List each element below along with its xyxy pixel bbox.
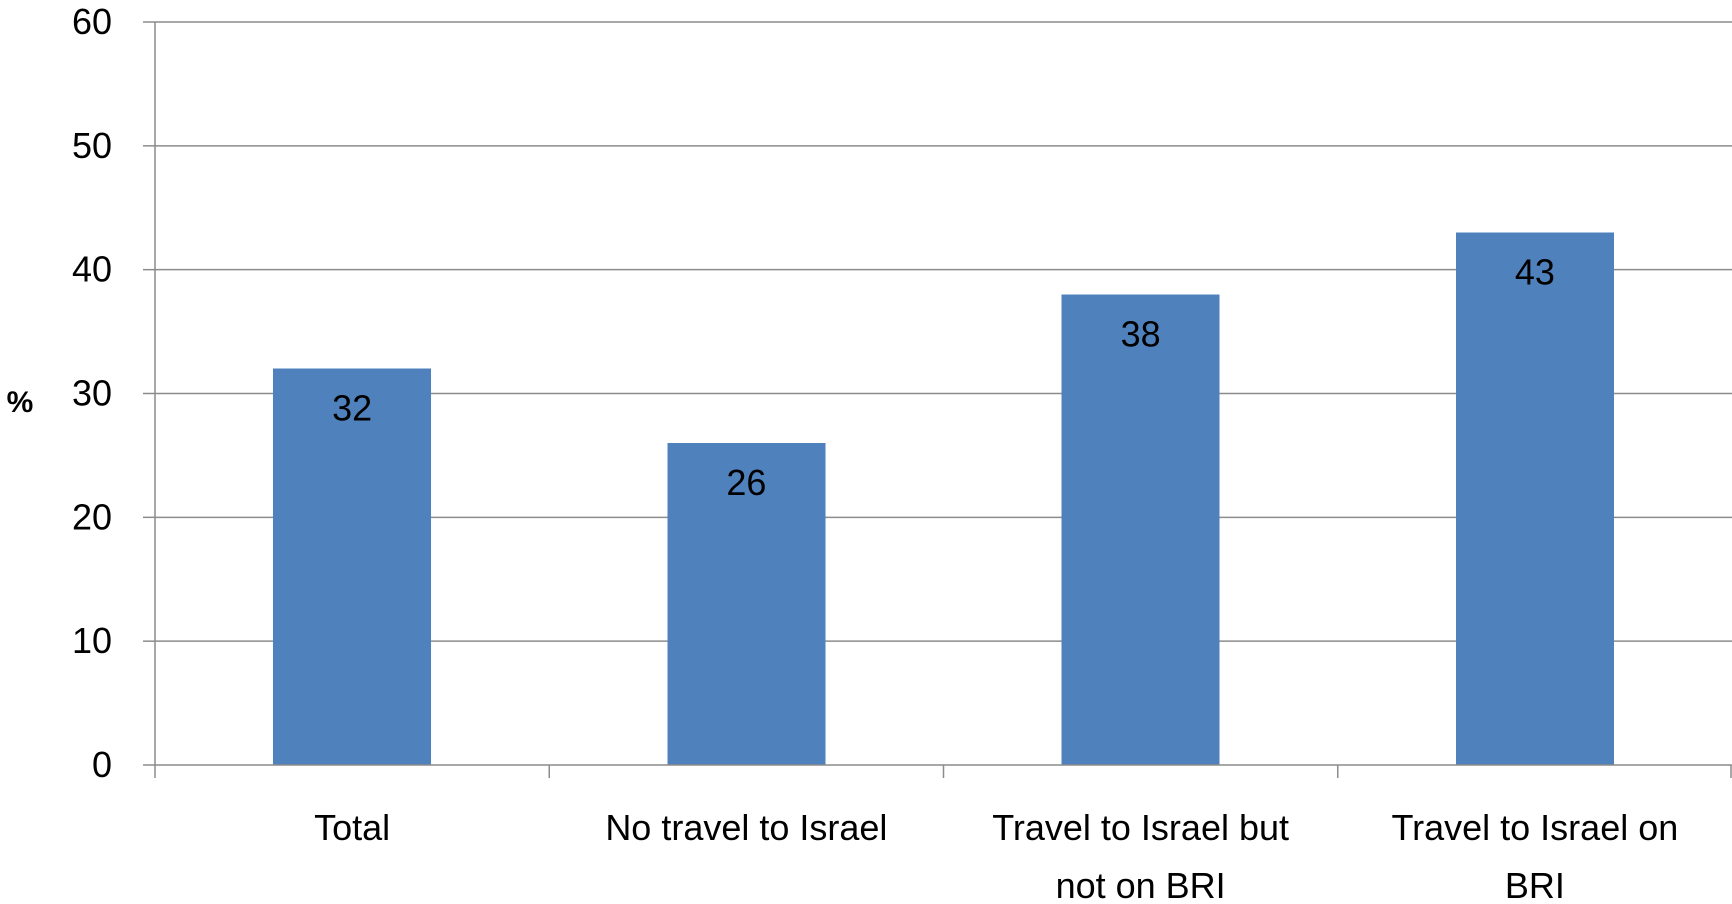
bar-2 bbox=[667, 443, 826, 765]
data-label-2: 26 bbox=[726, 462, 766, 503]
y-tick-label-40: 40 bbox=[72, 249, 112, 290]
bar-4 bbox=[1455, 232, 1614, 765]
x-tick-label-1: Total bbox=[314, 807, 390, 848]
bars bbox=[273, 232, 1614, 765]
axes bbox=[143, 21, 1732, 778]
y-tick-label-30: 30 bbox=[72, 373, 112, 414]
x-tick-label-4-line-1: Travel to Israel on bbox=[1391, 807, 1678, 848]
x-tick-label-2: No travel to Israel bbox=[605, 807, 887, 848]
x-tick-label-3-line-1: Travel to Israel but bbox=[992, 807, 1289, 848]
x-tick-label-3-line-2: not on BRI bbox=[1056, 865, 1226, 904]
y-tick-label-60: 60 bbox=[72, 1, 112, 42]
data-label-4: 43 bbox=[1515, 252, 1555, 293]
y-tick-label-50: 50 bbox=[72, 125, 112, 166]
bar-1 bbox=[273, 368, 432, 765]
bar-3 bbox=[1061, 294, 1220, 765]
data-label-3: 38 bbox=[1121, 313, 1161, 354]
y-axis-label: % bbox=[7, 386, 34, 419]
y-tick-label-10: 10 bbox=[72, 620, 112, 661]
labels: 0 10 20 30 40 50 60 32 Total 26 No travel to Israe… bbox=[72, 1, 1678, 904]
y-tick-label-0: 0 bbox=[92, 744, 112, 785]
x-tick-label-4-line-2: BRI bbox=[1505, 865, 1565, 904]
data-label-1: 32 bbox=[332, 388, 372, 429]
y-tick-label-20: 20 bbox=[72, 496, 112, 537]
